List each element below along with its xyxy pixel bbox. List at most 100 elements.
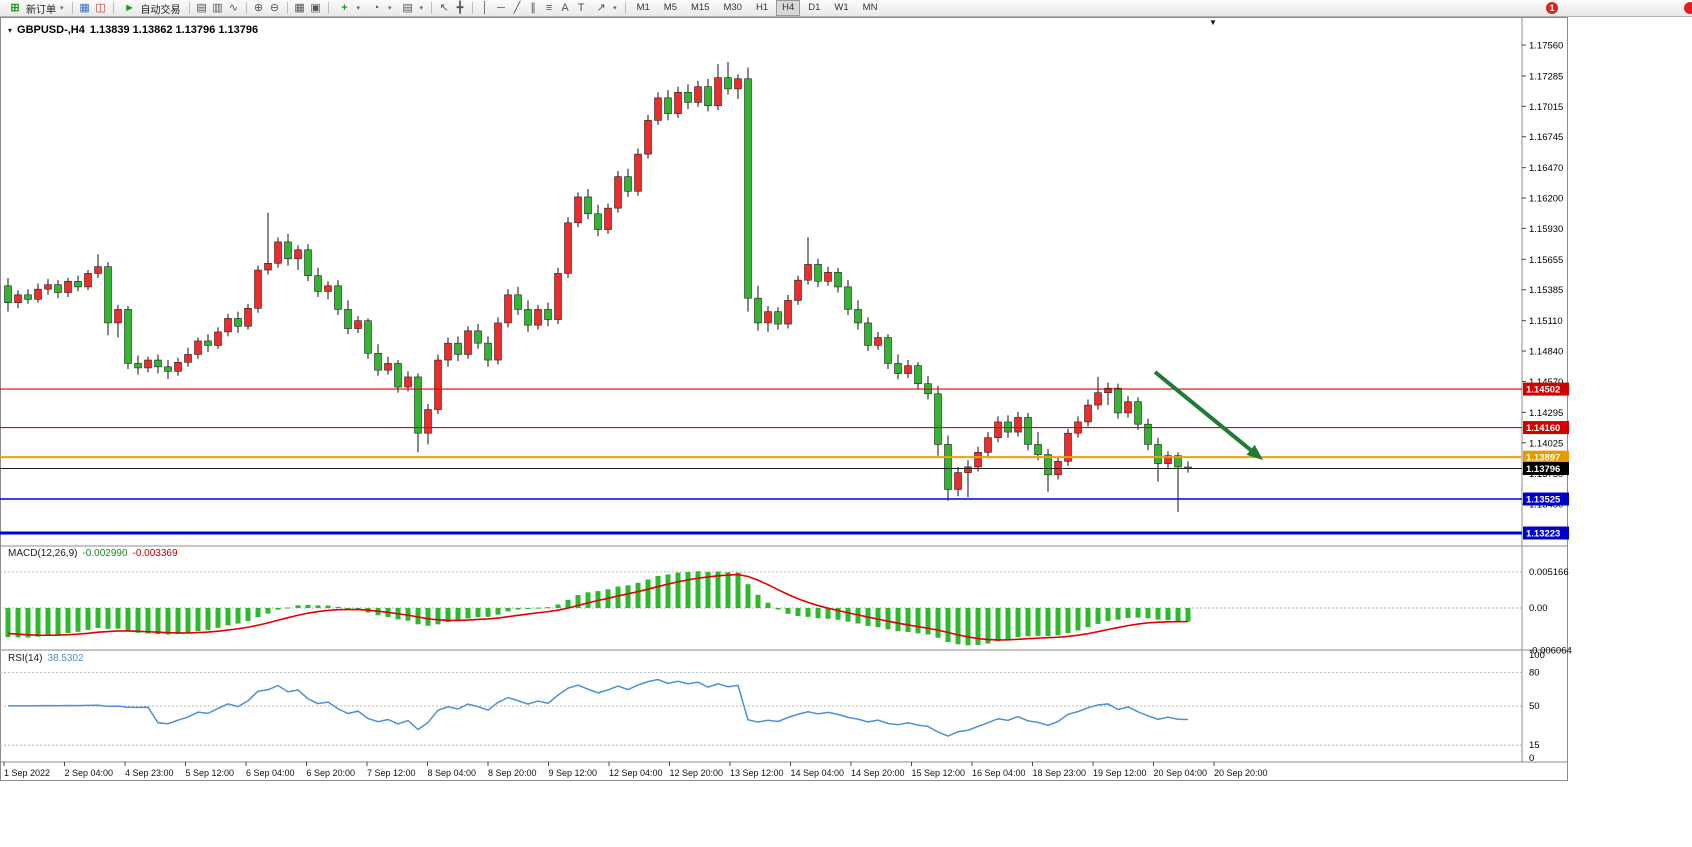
macd-histogram-bar	[1025, 608, 1031, 637]
up-candle	[44, 284, 52, 290]
arrows-tool-button[interactable]: ↗ ▾	[589, 1, 621, 16]
macd-histogram-bar	[25, 608, 31, 638]
ohlc-values: 1.13839 1.13862 1.13796 1.13796	[89, 24, 259, 36]
up-candle	[494, 322, 502, 361]
timeframe-button-mn[interactable]: MN	[862, 2, 878, 13]
trendline-tool-icon[interactable]: ╱	[513, 1, 521, 14]
down-candle	[1024, 417, 1032, 445]
price-tick-label: 1.14025	[1529, 438, 1563, 449]
macd-histogram-bar	[95, 608, 101, 628]
macd-axis-label: 0.00	[1529, 603, 1548, 614]
cursor-icon[interactable]: ↖	[439, 1, 449, 14]
text-label-tool-icon[interactable]: T	[577, 1, 585, 14]
down-candle	[544, 309, 552, 320]
line-chart-icon[interactable]: ∿	[228, 1, 239, 14]
macd-histogram-bar	[555, 604, 561, 608]
macd-pane: 0.005166 0.00 -0.006064	[0, 567, 1572, 656]
bar-chart-icon[interactable]: ▤	[196, 1, 207, 14]
macd-histogram-bar	[1105, 608, 1111, 621]
chevron-down-icon: ▾	[60, 5, 64, 12]
charts-icon[interactable]: ▦	[79, 1, 90, 14]
up-candle	[824, 271, 832, 282]
cascade-windows-icon[interactable]: ▣	[310, 1, 321, 14]
timeframe-button-m1[interactable]: M1	[636, 2, 650, 13]
up-candle	[114, 309, 122, 324]
macd-histogram-bar	[5, 608, 11, 638]
zoom-in-icon[interactable]: ⊕	[253, 1, 264, 14]
collapse-triangle-icon[interactable]: ▾	[8, 25, 13, 35]
macd-histogram-bar	[805, 608, 811, 617]
macd-histogram-bar	[425, 608, 431, 626]
rsi-axis-label: 100	[1529, 650, 1545, 661]
macd-histogram-bar	[695, 571, 701, 608]
down-candle	[104, 266, 112, 324]
zoom-out-icon[interactable]: ⊖	[269, 1, 280, 14]
up-candle	[564, 222, 572, 274]
up-candle	[34, 288, 42, 300]
timeframe-button-d1[interactable]: D1	[808, 2, 821, 13]
macd-histogram-bar	[65, 608, 71, 634]
fibonacci-tool-icon[interactable]: ≡	[545, 1, 553, 14]
down-candle	[1114, 387, 1122, 414]
time-axis-label: 8 Sep 20:00	[488, 768, 537, 778]
text-tool-icon[interactable]: A	[561, 1, 569, 14]
time-axis: 1 Sep 2022 2 Sep 04:00 4 Sep 23:00 5 Sep 12…	[3, 762, 1268, 778]
timeframe-button-w1[interactable]: W1	[834, 2, 849, 13]
price-level-badge-label: 1.13223	[1526, 528, 1560, 539]
timeframe-button-h1[interactable]: H1	[755, 2, 769, 13]
up-candle	[764, 311, 772, 324]
down-candle	[154, 359, 162, 368]
macd-histogram-bar	[615, 586, 621, 608]
macd-histogram-bar	[755, 594, 761, 608]
time-axis-label: 14 Sep 04:00	[791, 768, 845, 778]
timeframe-button-h4[interactable]: H4	[776, 0, 801, 16]
notification-icon-clipped[interactable]	[1684, 2, 1692, 14]
macd-histogram-bar	[1185, 608, 1191, 622]
down-candle	[584, 196, 592, 215]
time-axis-label: 9 Sep 12:00	[549, 768, 598, 778]
channel-tool-icon[interactable]: ∥	[530, 1, 536, 14]
price-tick-label: 1.17015	[1529, 102, 1563, 113]
down-candle	[774, 311, 782, 325]
down-candle	[844, 286, 852, 310]
macd-histogram-bar	[835, 608, 841, 620]
down-candle	[74, 280, 82, 288]
macd-histogram-bar	[1085, 608, 1091, 628]
new-order-button[interactable]: ⊞ 新订单 ▾	[3, 1, 68, 16]
time-axis-label: 2 Sep 04:00	[65, 768, 114, 778]
crosshair-icon[interactable]: ╋	[456, 1, 464, 14]
macd-histogram-bar	[475, 608, 481, 618]
down-candle	[814, 264, 822, 282]
toolbar-separator	[245, 2, 247, 14]
chart-shift-marker-icon[interactable]: ▼	[1209, 18, 1217, 27]
indicators-button[interactable]: + ▾	[333, 1, 365, 16]
rsi-axis-label: 15	[1529, 740, 1540, 751]
up-candle	[804, 264, 812, 281]
up-candle	[1064, 432, 1072, 462]
vertical-line-tool-icon[interactable]: │	[481, 1, 489, 14]
templates-button[interactable]: ▤ ▾	[396, 1, 428, 16]
macd-histogram-bar	[165, 608, 171, 635]
timeframe-button-m5[interactable]: M5	[663, 2, 677, 13]
macd-histogram-bar	[885, 608, 891, 630]
candlestick-chart-icon[interactable]: ▥	[212, 1, 223, 14]
periods-button[interactable]: ◔ ▾	[364, 1, 396, 16]
auto-trading-button[interactable]: ► 自动交易	[118, 1, 185, 16]
price-level-badge-label: 1.14160	[1526, 423, 1560, 434]
down-candle	[204, 340, 212, 346]
tile-windows-icon[interactable]: ▦	[294, 1, 305, 14]
timeframe-button-m30[interactable]: M30	[723, 2, 742, 13]
up-candle	[1014, 417, 1022, 433]
up-candle	[964, 466, 972, 473]
macd-axis-label: -0.006064	[1529, 645, 1572, 656]
up-candle	[444, 342, 452, 361]
up-candle	[554, 273, 562, 320]
macd-histogram-bar	[45, 608, 51, 636]
up-candle	[64, 280, 72, 293]
notification-badge[interactable]: 1	[1546, 2, 1558, 14]
price-level-badge	[1523, 421, 1569, 435]
horizontal-line-tool-icon[interactable]: ─	[497, 1, 505, 14]
profiles-icon[interactable]: ◫	[95, 1, 106, 14]
timeframe-button-m15[interactable]: M15	[690, 2, 710, 13]
